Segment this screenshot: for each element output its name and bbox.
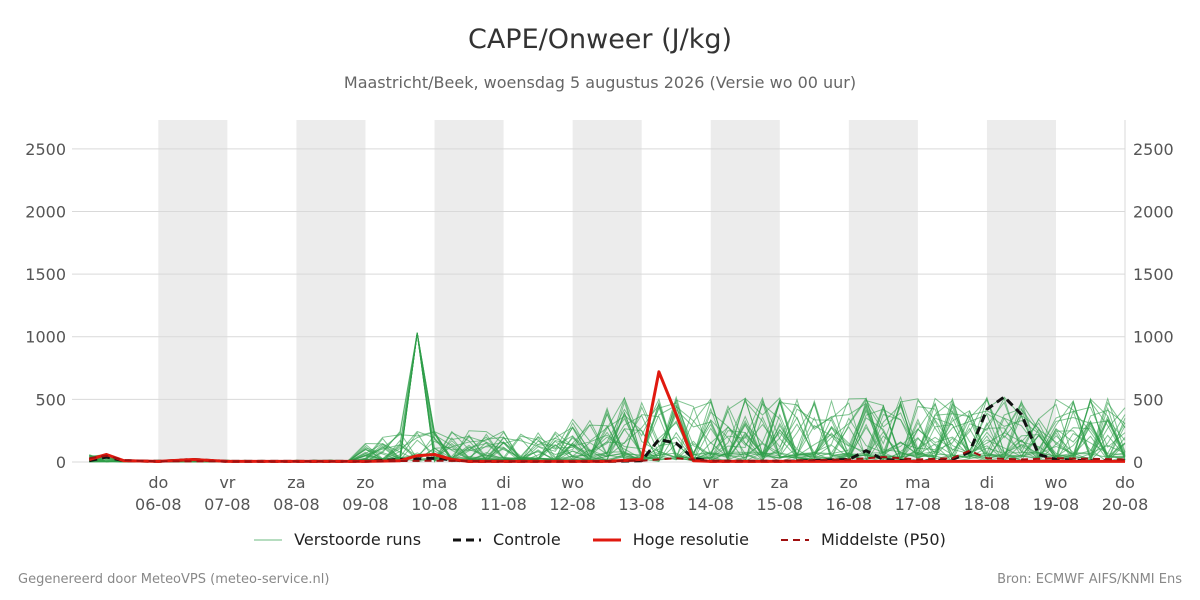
x-tick-day: vr [219, 473, 235, 492]
day-band [572, 120, 642, 462]
y-tick-label-left: 2500 [25, 140, 66, 159]
x-tick-date: 09-08 [342, 495, 389, 514]
x-tick-date: 16-08 [826, 495, 873, 514]
legend-label: Hoge resolutie [632, 530, 749, 549]
y-tick-label-right: 0 [1133, 453, 1143, 472]
legend-swatch-control [453, 538, 482, 541]
generator-credit: Gegenereerd door MeteoVPS (meteo-service… [18, 572, 330, 587]
x-tick-date: 10-08 [411, 495, 458, 514]
y-tick-label-right: 1000 [1133, 328, 1174, 347]
x-tick-date: 15-08 [757, 495, 804, 514]
x-tick-day: di [980, 473, 995, 492]
x-tick-day: do [1115, 473, 1135, 492]
legend-item-control[interactable]: Controle [453, 530, 561, 549]
x-tick-day: za [287, 473, 305, 492]
legend-item-median[interactable]: Middelste (P50) [780, 530, 946, 549]
day-band [158, 120, 228, 462]
y-tick-label-left: 0 [56, 453, 66, 472]
x-tick-day: ma [905, 473, 930, 492]
x-tick-date: 18-08 [964, 495, 1011, 514]
y-tick-label-right: 1500 [1133, 265, 1174, 284]
day-band [296, 120, 366, 462]
median-line [89, 449, 1126, 463]
x-tick-date: 19-08 [1033, 495, 1080, 514]
x-tick-day: zo [356, 473, 374, 492]
x-tick-day: ma [422, 473, 447, 492]
x-tick-date: 13-08 [618, 495, 665, 514]
legend-swatch-high-res [592, 538, 621, 541]
y-tick-label-left: 1000 [25, 328, 66, 347]
y-tick-label-left: 500 [35, 390, 66, 409]
y-tick-label-right: 2500 [1133, 140, 1174, 159]
day-band [710, 120, 780, 462]
legend-item-high-res[interactable]: Hoge resolutie [592, 530, 749, 549]
chart-subtitle: Maastricht/Beek, woensdag 5 augustus 202… [343, 73, 857, 92]
y-tick-label-right: 500 [1133, 390, 1164, 409]
x-tick-date: 20-08 [1102, 495, 1149, 514]
y-tick-label-right: 2000 [1133, 202, 1174, 221]
legend-label: Controle [493, 530, 561, 549]
x-tick-day: wo [1045, 473, 1068, 492]
x-tick-day: do [632, 473, 652, 492]
x-tick-day: zo [840, 473, 858, 492]
x-tick-date: 11-08 [480, 495, 527, 514]
day-band [434, 120, 504, 462]
x-tick-day: di [496, 473, 511, 492]
data-source: Bron: ECMWF AIFS/KNMI Ens [997, 572, 1182, 587]
x-tick-day: do [148, 473, 168, 492]
x-tick-day: za [771, 473, 789, 492]
high-res-line [88, 370, 1125, 463]
legend-swatch-median [780, 538, 809, 541]
x-tick-day: wo [561, 473, 584, 492]
x-tick-date: 12-08 [549, 495, 596, 514]
legend: Verstoorde runs Controle Hoge resolutie … [0, 530, 1200, 549]
chart-title: CAPE/Onweer (J/kg) [467, 24, 732, 55]
legend-swatch-ensemble [254, 539, 283, 540]
x-tick-day: vr [703, 473, 719, 492]
x-tick-date: 06-08 [135, 495, 182, 514]
legend-label: Middelste (P50) [820, 530, 946, 549]
x-tick-date: 17-08 [895, 495, 942, 514]
legend-label: Verstoorde runs [294, 530, 422, 549]
x-tick-date: 08-08 [273, 495, 320, 514]
legend-item-ensemble[interactable]: Verstoorde runs [254, 530, 421, 549]
y-tick-label-left: 2000 [25, 202, 66, 221]
y-tick-label-left: 1500 [25, 265, 66, 284]
x-tick-date: 07-08 [204, 495, 251, 514]
x-tick-date: 14-08 [687, 495, 734, 514]
